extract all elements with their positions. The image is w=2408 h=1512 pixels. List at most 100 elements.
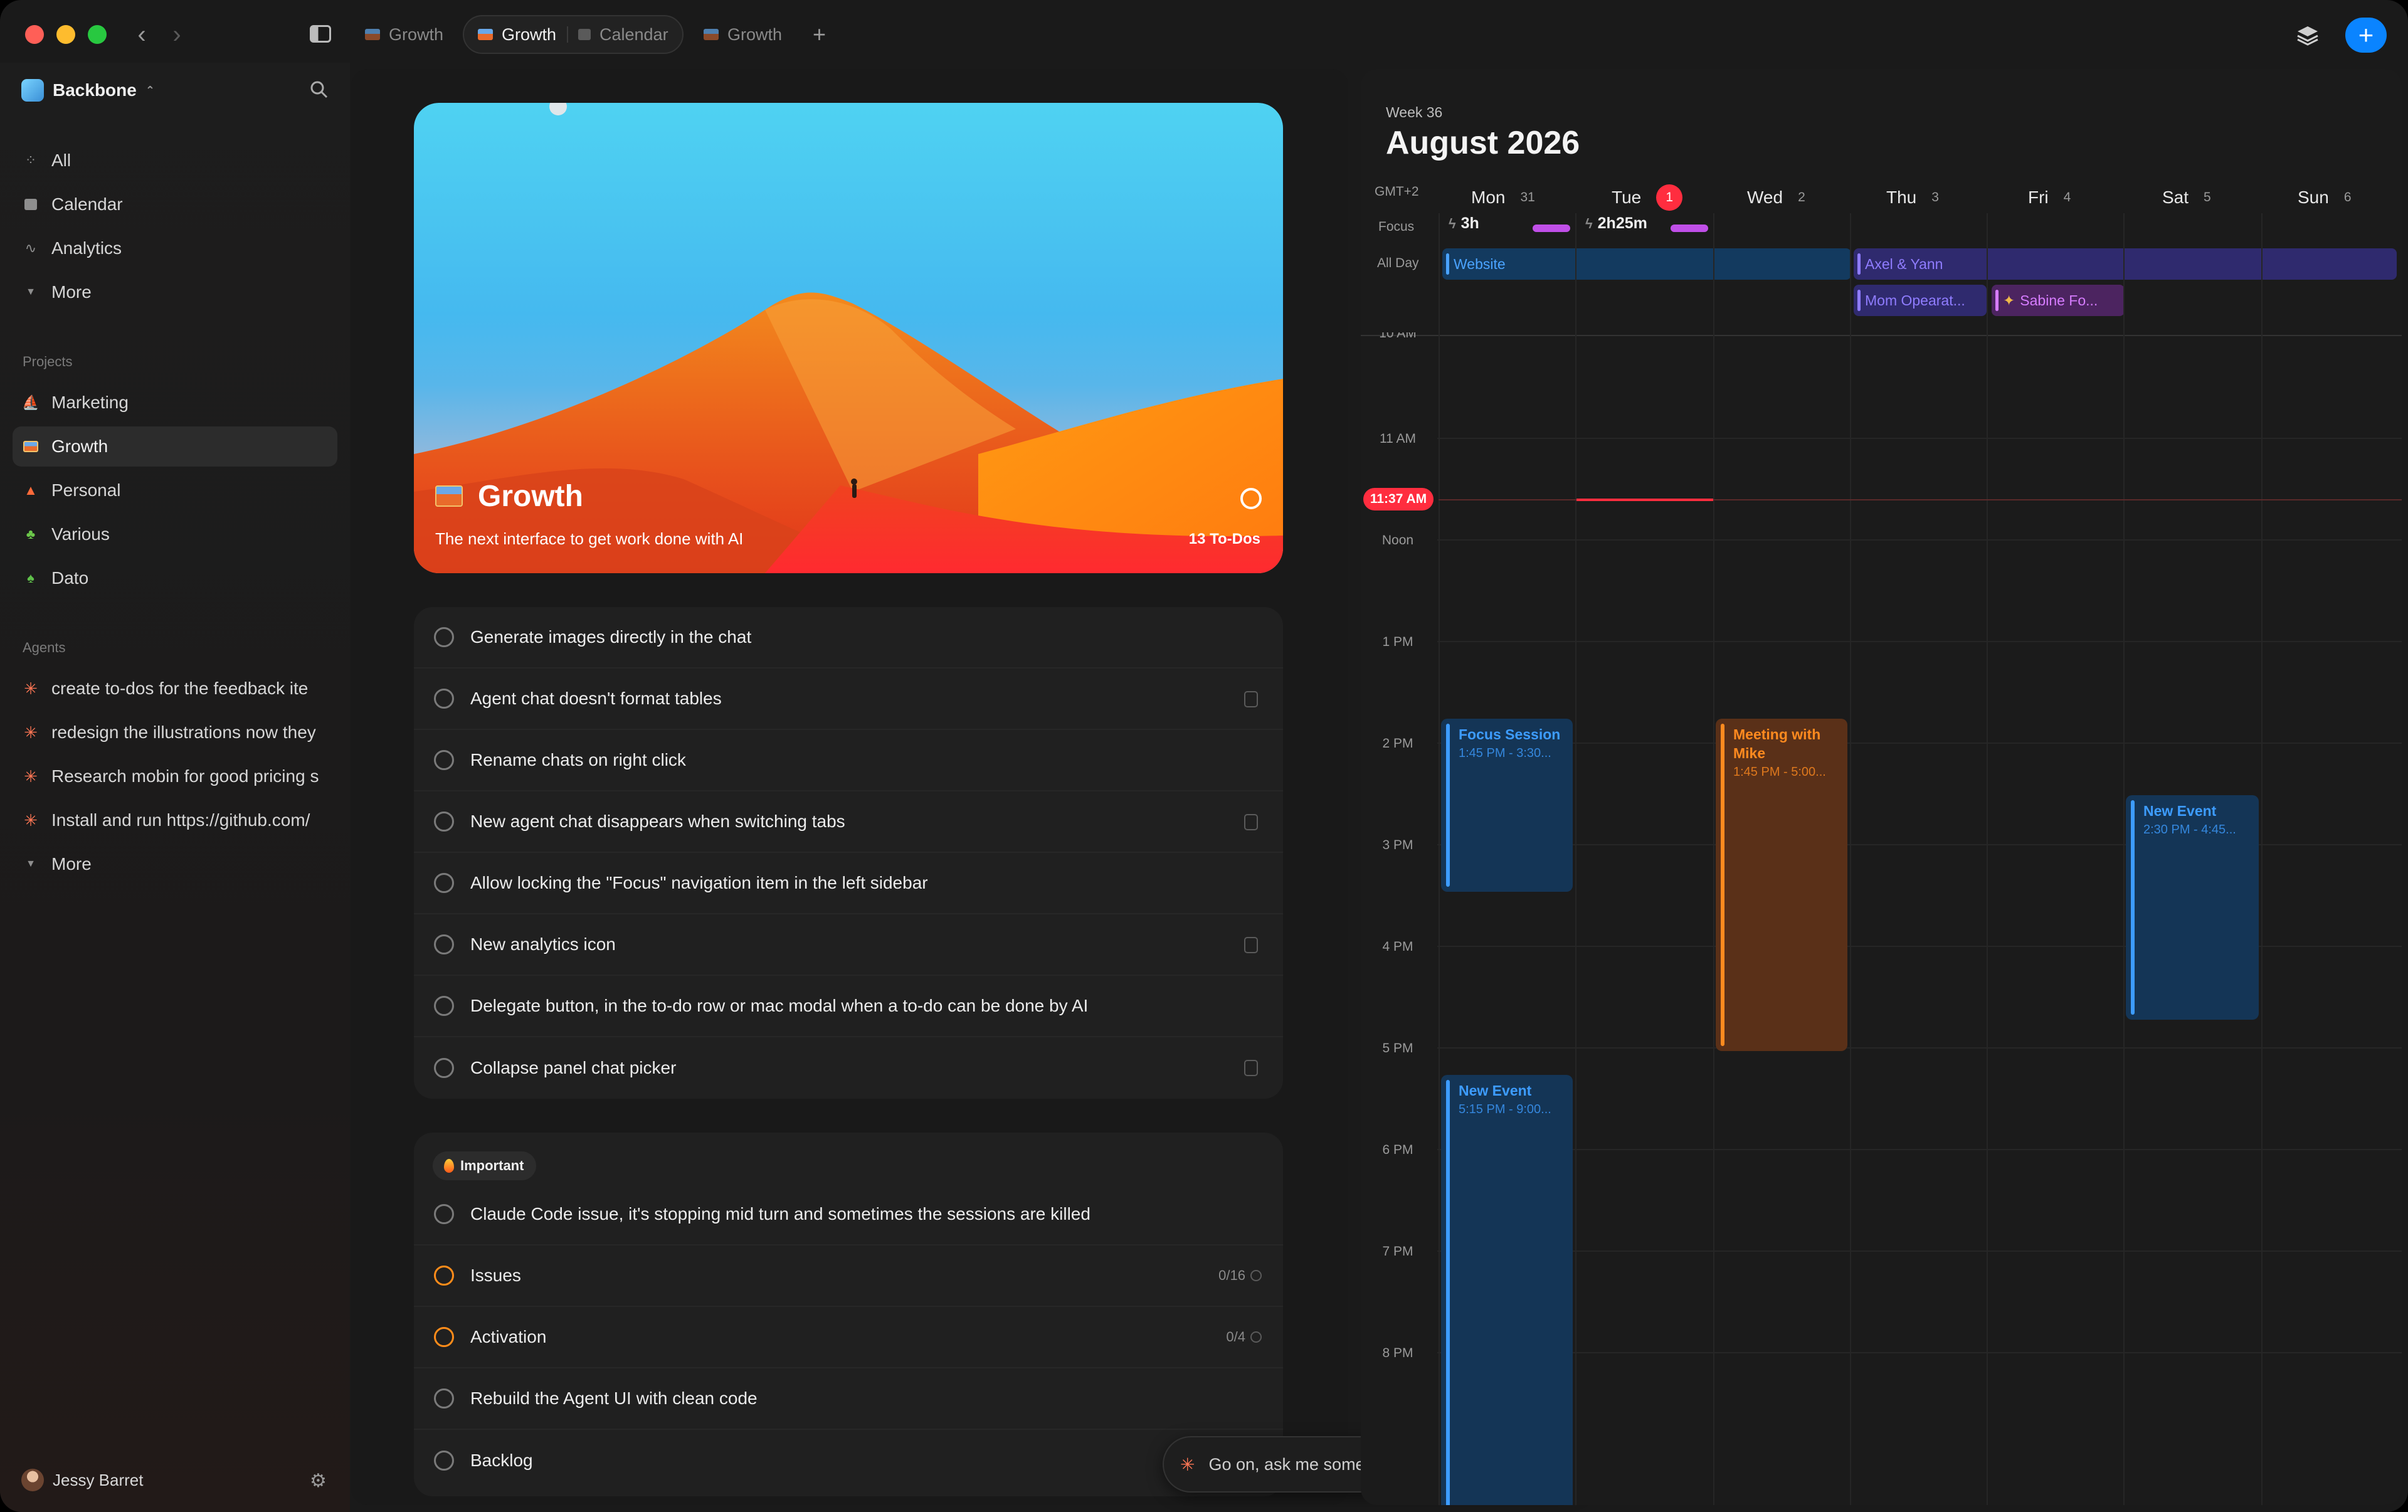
todo-row[interactable]: Agent chat doesn't format tables <box>414 669 1283 730</box>
todo-list: Generate images directly in the chat Age… <box>414 607 1283 1099</box>
workspace-switcher[interactable]: Backbone ⌃ <box>21 78 155 103</box>
day-header-thu[interactable]: Thu 3 <box>1886 182 1939 213</box>
hour-label: 2 PM <box>1382 736 1413 751</box>
zoom-window-button[interactable] <box>88 25 107 44</box>
allday-event-sabine[interactable]: ✦ Sabine Fo... <box>1992 285 2125 316</box>
sidebar-item-label: All <box>51 151 71 170</box>
sidebar-item-personal[interactable]: ▲ Personal <box>13 470 337 510</box>
allday-event-mom[interactable]: Mom Opearat... <box>1854 285 1987 316</box>
sidebar-item-calendar[interactable]: Calendar <box>13 184 337 225</box>
todo-text: Delegate button, in the to-do row or mac… <box>470 996 1089 1015</box>
sidebar-toggle-icon[interactable] <box>310 25 331 43</box>
event-new-event-mon[interactable]: New Event 5:15 PM - 9:00... <box>1441 1075 1573 1505</box>
sidebar-item-dato[interactable]: ♠ Dato <box>13 558 337 598</box>
sidebar-item-agent[interactable]: ✳ create to-dos for the feedback ite <box>13 669 337 709</box>
todo-row[interactable]: Backlog <box>414 1430 1283 1491</box>
grid-column-line <box>1439 213 1440 1505</box>
todo-checkbox[interactable] <box>434 627 454 647</box>
user-profile[interactable]: Jessy Barret <box>21 1469 144 1491</box>
day-header-sat[interactable]: Sat 5 <box>2162 182 2211 213</box>
todo-row[interactable]: Issues 0/16 <box>414 1245 1283 1307</box>
chevron-updown-icon: ⌃ <box>145 83 155 97</box>
day-header-wed[interactable]: Wed 2 <box>1747 182 1805 213</box>
todo-checkbox[interactable] <box>434 1327 454 1347</box>
day-header-tue[interactable]: Tue 1 <box>1612 182 1683 213</box>
new-tab-button[interactable]: + <box>813 21 826 47</box>
todo-row[interactable]: New analytics icon <box>414 914 1283 976</box>
sidebar-item-growth[interactable]: Growth <box>13 426 337 467</box>
grid-hour-line <box>1437 946 2402 947</box>
sidebar-item-more[interactable]: ▼ More <box>13 272 337 312</box>
todo-checkbox[interactable] <box>434 873 454 893</box>
todo-checkbox[interactable] <box>434 1451 454 1471</box>
todo-checkbox[interactable] <box>434 1058 454 1078</box>
allday-event-axel-yann[interactable]: Axel & Yann <box>1854 248 2397 280</box>
week-label: Week 36 <box>1386 104 1443 120</box>
sidebar-item-various[interactable]: ♣ Various <box>13 514 337 554</box>
day-number: 4 <box>2063 190 2071 204</box>
event-title: Website <box>1454 255 1506 272</box>
grid-hour-line <box>1437 1149 2402 1150</box>
focus-value-tue: ϟ 2h25m <box>1585 214 1647 233</box>
tab-growth-1[interactable]: Growth <box>365 15 443 54</box>
todo-checkbox[interactable] <box>434 1204 454 1224</box>
event-focus-session[interactable]: Focus Session 1:45 PM - 3:30... <box>1441 719 1573 892</box>
add-button[interactable]: + <box>2345 18 2387 53</box>
gear-icon[interactable]: ⚙ <box>310 1471 327 1491</box>
user-name: Jessy Barret <box>53 1470 144 1489</box>
todo-checkbox[interactable] <box>434 1266 454 1286</box>
todo-text: Collapse panel chat picker <box>470 1058 677 1077</box>
todo-row[interactable]: Delegate button, in the to-do row or mac… <box>414 976 1283 1037</box>
todo-text: Allow locking the "Focus" navigation ite… <box>470 873 928 892</box>
tab-calendar[interactable]: Calendar <box>578 15 668 54</box>
desert-picture-icon <box>478 29 493 40</box>
todo-row[interactable]: New agent chat disappears when switching… <box>414 791 1283 853</box>
sidebar-item-agents-more[interactable]: ▼ More <box>13 844 337 884</box>
sidebar-item-agent[interactable]: ✳ redesign the illustrations now they <box>13 712 337 753</box>
todo-row[interactable]: Collapse panel chat picker <box>414 1037 1283 1099</box>
sidebar-item-agent[interactable]: ✳ Install and run https://github.com/ <box>13 800 337 840</box>
todo-row[interactable]: Allow locking the "Focus" navigation ite… <box>414 853 1283 914</box>
sidebar-item-label: More <box>51 282 92 302</box>
todo-checkbox[interactable] <box>434 1388 454 1409</box>
sidebar-item-marketing[interactable]: ⛵ Marketing <box>13 383 337 423</box>
mountain-icon: ▲ <box>24 482 38 498</box>
todo-checkbox[interactable] <box>434 934 454 954</box>
event-new-event-sat[interactable]: New Event 2:30 PM - 4:45... <box>2126 795 2259 1020</box>
sidebar-item-all[interactable]: ⁘ All <box>13 140 337 181</box>
sidebar-item-label: Calendar <box>51 194 123 214</box>
todo-row[interactable]: Rebuild the Agent UI with clean code <box>414 1368 1283 1430</box>
day-header-fri[interactable]: Fri 4 <box>2028 182 2071 213</box>
todo-checkbox[interactable] <box>434 689 454 709</box>
event-meeting-with-mike[interactable]: Meeting with Mike 1:45 PM - 5:00... <box>1716 719 1847 1051</box>
todo-checkbox[interactable] <box>434 750 454 770</box>
todo-checkbox[interactable] <box>434 812 454 832</box>
back-arrow-icon[interactable]: ‹ <box>137 21 146 48</box>
todo-text: New agent chat disappears when switching… <box>470 812 845 831</box>
tab-growth-3[interactable]: Growth <box>704 15 782 54</box>
close-window-button[interactable] <box>25 25 44 44</box>
hour-label: 5 PM <box>1382 1041 1413 1055</box>
day-number: 6 <box>2343 190 2352 204</box>
tab-group-active <box>463 15 684 54</box>
day-header-mon[interactable]: Mon 31 <box>1471 182 1535 213</box>
project-title: Growth <box>478 480 583 513</box>
agent-burst-icon: ✳ <box>24 810 38 830</box>
hour-label: 1 PM <box>1382 635 1413 649</box>
grid-column-line <box>1713 213 1714 1505</box>
minimize-window-button[interactable] <box>56 25 75 44</box>
allday-event-website[interactable]: Website <box>1442 248 1851 280</box>
layers-icon[interactable] <box>2295 23 2320 48</box>
todo-row[interactable]: Claude Code issue, it's stopping mid tur… <box>414 1184 1283 1245</box>
sidebar-item-analytics[interactable]: ∿ Analytics <box>13 228 337 268</box>
todo-row[interactable]: Generate images directly in the chat <box>414 607 1283 669</box>
search-icon[interactable] <box>310 80 329 99</box>
project-hero-card[interactable]: Growth The next interface to get work do… <box>414 103 1283 573</box>
forward-arrow-icon[interactable]: › <box>172 21 181 48</box>
day-header-sun[interactable]: Sun 6 <box>2298 182 2352 213</box>
todo-row[interactable]: Activation 0/4 <box>414 1307 1283 1368</box>
sidebar-item-agent[interactable]: ✳ Research mobin for good pricing s <box>13 756 337 796</box>
todo-row[interactable]: Rename chats on right click <box>414 730 1283 791</box>
todo-checkbox[interactable] <box>434 996 454 1016</box>
tab-growth-2[interactable]: Growth <box>478 15 556 54</box>
